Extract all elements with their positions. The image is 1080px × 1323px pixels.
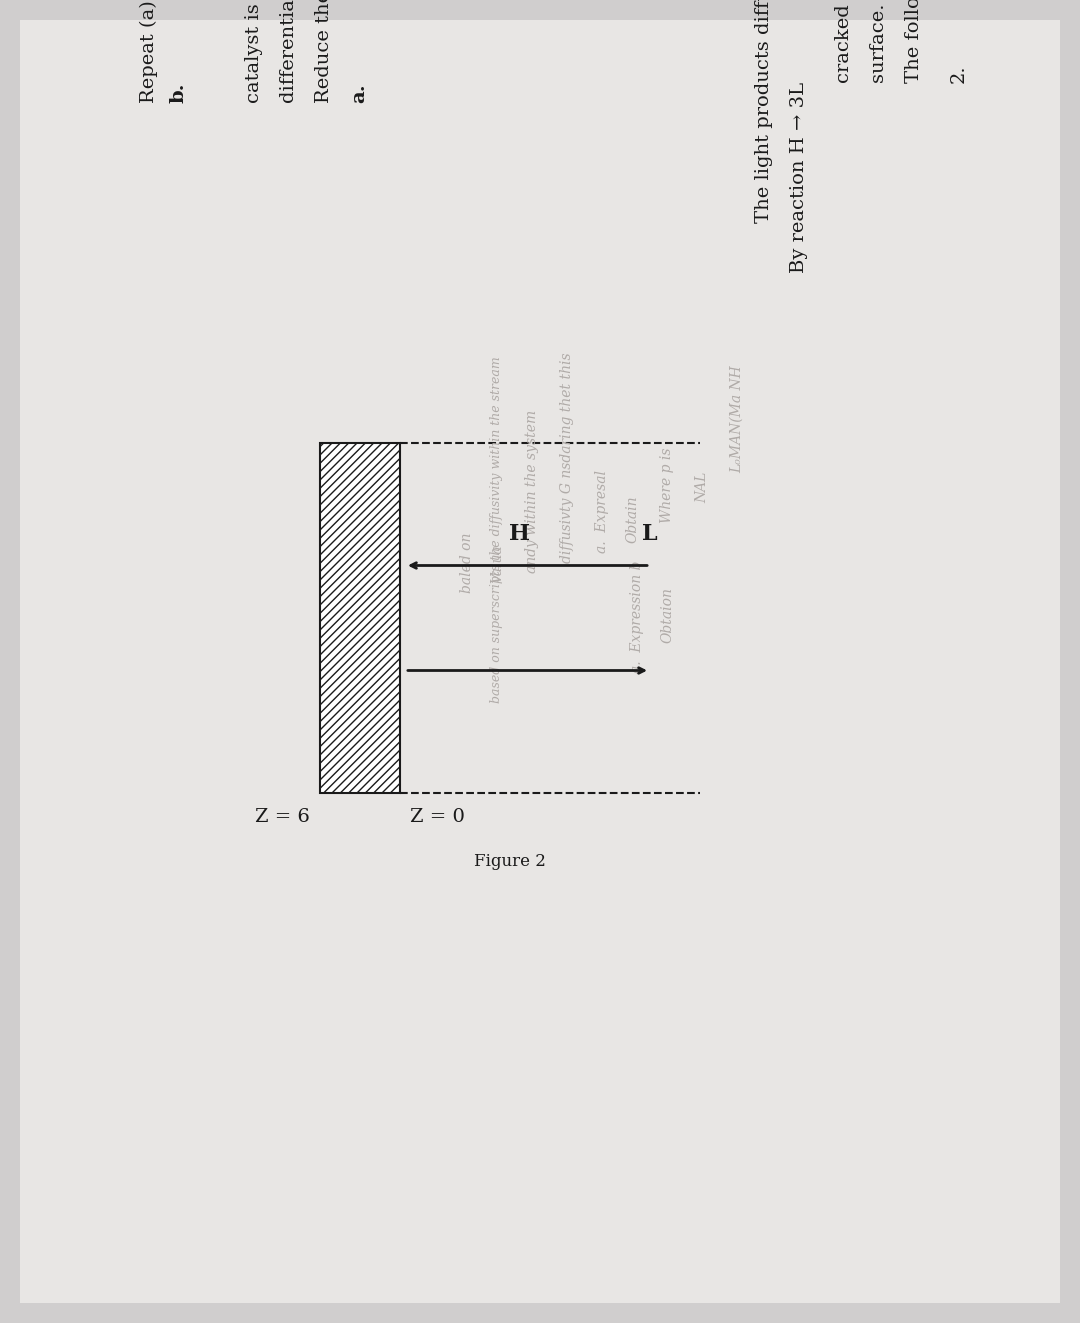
Text: a.  Expresal: a. Expresal: [595, 470, 609, 553]
Text: diffusivty G nsdaring thet this: diffusivty G nsdaring thet this: [561, 352, 573, 564]
Text: a.  Expression b: a. Expression b: [630, 561, 644, 673]
Text: Reduce the general differential equation for mass transfer to write the specific: Reduce the general differential equation…: [315, 0, 333, 103]
Text: baled on: baled on: [460, 533, 474, 593]
Text: H: H: [510, 524, 530, 545]
Text: The light products diffuse back into the stream.: The light products diffuse back into the…: [755, 0, 773, 224]
Text: catalyst is considered a flat surface.: catalyst is considered a flat surface.: [245, 0, 264, 103]
Text: Obtain: Obtain: [625, 496, 639, 542]
Text: cracked (i.e. decomposed).: cracked (i.e. decomposed).: [835, 0, 853, 83]
Bar: [320, 443, 400, 792]
Text: based on superscripts the diffusivity within the stream: based on superscripts the diffusivity wi…: [490, 356, 503, 703]
Text: L: L: [643, 524, 658, 545]
Text: By reaction H → 3L: By reaction H → 3L: [789, 82, 808, 273]
Text: surface. Hot gases of heavy hydrocarbons diffuse to the catalytic surface where : surface. Hot gases of heavy hydrocarbons…: [870, 0, 888, 83]
Text: a.: a.: [350, 83, 368, 103]
Text: Where p is: Where p is: [660, 447, 674, 523]
Text: Valua: Valua: [490, 544, 504, 583]
Text: Z = 6: Z = 6: [255, 808, 310, 826]
Text: Z = 0: Z = 0: [410, 808, 464, 826]
Text: andy within the system: andy within the system: [525, 410, 539, 573]
Text: Obtaion: Obtaion: [660, 587, 674, 643]
Text: L₀MAN(Ma NH: L₀MAN(Ma NH: [730, 365, 744, 474]
Text: 2.: 2.: [950, 65, 968, 83]
Text: NAL: NAL: [696, 471, 708, 503]
Text: Repeat (a) for a cylindrical, catalytic surface: Repeat (a) for a cylindrical, catalytic …: [140, 0, 159, 103]
Text: The following sketch illustrates the gas-phase diffusion in the neighborhood of : The following sketch illustrates the gas…: [905, 0, 923, 83]
Text: b.: b.: [170, 82, 188, 103]
Text: Figure 2: Figure 2: [474, 853, 545, 871]
Text: differential equation that will describe this steady-state transfer process if t: differential equation that will describe…: [280, 0, 298, 103]
